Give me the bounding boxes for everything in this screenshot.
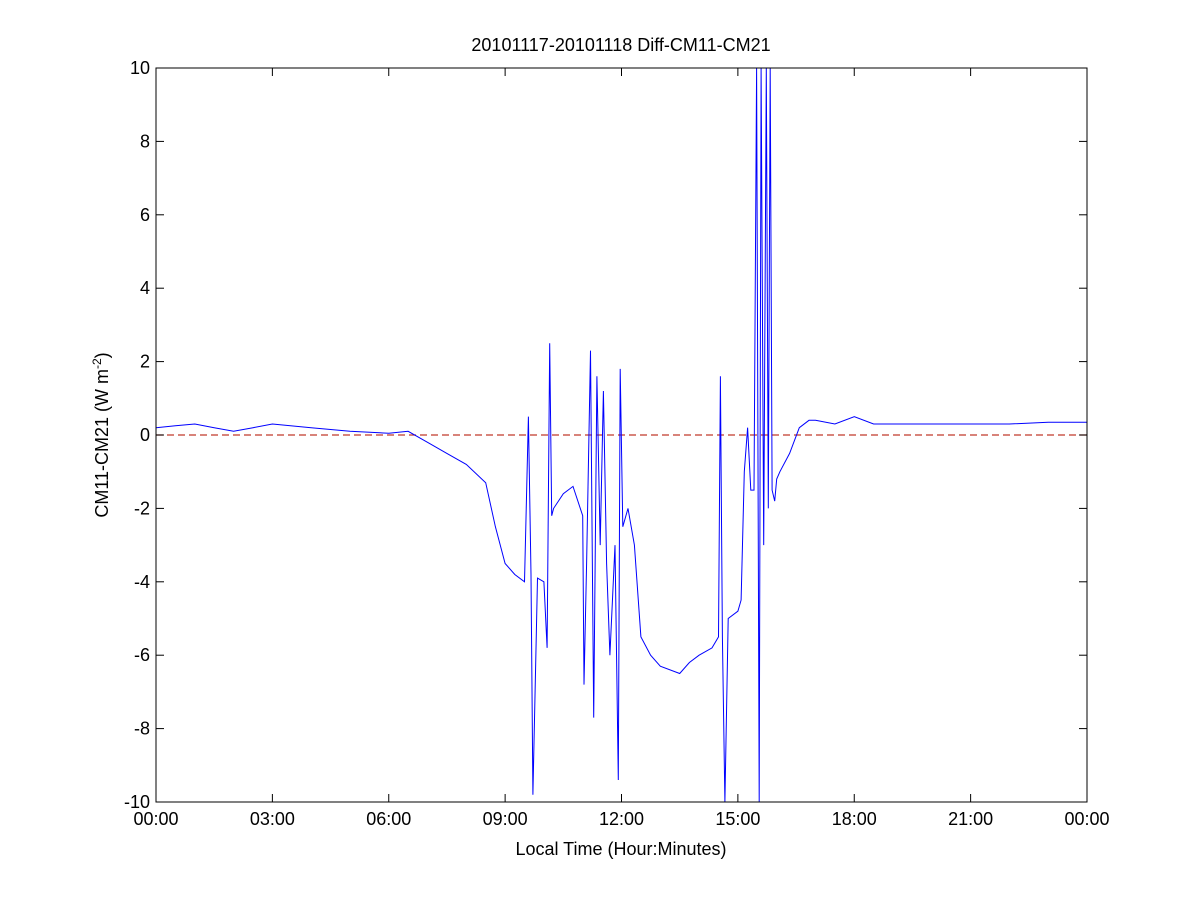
- y-tick-label: 6: [140, 205, 150, 225]
- series-line: [156, 68, 1087, 802]
- y-axis-label-main: CM11-CM21 (W m: [92, 369, 112, 518]
- y-tick-label: 0: [140, 425, 150, 445]
- x-tick-label: 06:00: [366, 809, 411, 829]
- x-tick-label: 12:00: [599, 809, 644, 829]
- y-tick-label: 2: [140, 352, 150, 372]
- y-tick-label: -10: [124, 792, 150, 812]
- x-tick-label: 00:00: [1064, 809, 1109, 829]
- x-axis-label: Local Time (Hour:Minutes): [515, 839, 726, 859]
- x-tick-label: 09:00: [483, 809, 528, 829]
- y-axis-label-close: ): [92, 352, 112, 358]
- x-tick-label: 18:00: [832, 809, 877, 829]
- y-tick-label: -6: [134, 645, 150, 665]
- chart-title: 20101117-20101118 Diff-CM11-CM21: [471, 35, 770, 55]
- y-axis-label-superscript: -2: [90, 358, 104, 369]
- y-tick-label: 4: [140, 278, 150, 298]
- y-tick-label: -4: [134, 572, 150, 592]
- y-tick-label: -2: [134, 498, 150, 518]
- x-tick-label: 15:00: [715, 809, 760, 829]
- x-tick-label: 03:00: [250, 809, 295, 829]
- y-tick-label: 10: [130, 58, 150, 78]
- y-tick-label: -8: [134, 719, 150, 739]
- y-tick-label: 8: [140, 131, 150, 151]
- x-tick-label: 00:00: [133, 809, 178, 829]
- y-axis-label: CM11-CM21 (W m-2): [90, 352, 112, 517]
- x-tick-label: 21:00: [948, 809, 993, 829]
